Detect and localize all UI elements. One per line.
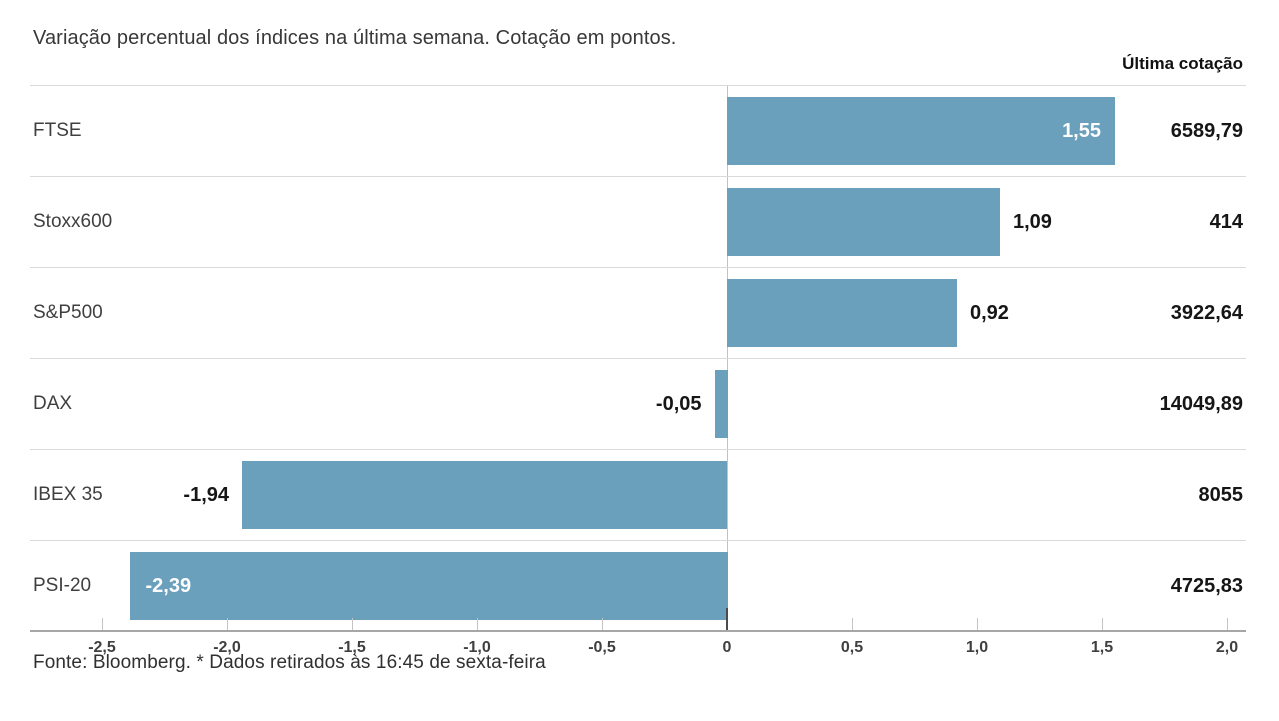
value-bar — [727, 279, 957, 347]
x-axis-tick-label: 0,5 — [840, 639, 864, 656]
x-axis-tick-label: -1,0 — [463, 639, 491, 656]
x-axis-tick — [477, 618, 478, 630]
x-axis-tick — [852, 618, 853, 630]
value-label: 0,92 — [970, 302, 1009, 324]
value-label: 1,55 — [1062, 120, 1101, 142]
last-quote-value: 3922,64 — [1170, 302, 1243, 324]
value-label: -2,39 — [145, 575, 192, 597]
value-bar — [727, 97, 1115, 165]
x-axis-zero-tick — [726, 608, 728, 630]
x-axis-tick-label: 2,0 — [1215, 639, 1239, 656]
value-bar — [242, 461, 727, 529]
index-label: Stoxx600 — [33, 211, 113, 232]
last-quote-value: 8055 — [1198, 484, 1244, 506]
value-label: -0,05 — [655, 393, 702, 415]
chart-title: Variação percentual dos índices na últim… — [33, 27, 677, 49]
source-note: Fonte: Bloomberg. * Dados retirados às 1… — [33, 652, 546, 673]
chart-row: DAX -0,05 14049,89 — [30, 358, 1246, 449]
x-axis-tick-label: -2,0 — [213, 639, 241, 656]
chart-row: FTSE 1,55 6589,79 — [30, 85, 1246, 176]
value-bar — [714, 370, 728, 438]
index-label: IBEX 35 — [33, 484, 103, 505]
index-label: FTSE — [33, 120, 82, 141]
last-quote-value: 6589,79 — [1170, 120, 1243, 142]
index-label: DAX — [33, 393, 73, 414]
value-label: -1,94 — [183, 484, 229, 506]
chart-row: S&P500 0,92 3922,64 — [30, 267, 1246, 358]
index-label: PSI-20 — [33, 575, 92, 596]
x-axis-tick — [102, 618, 103, 630]
x-axis-tick-label: 1,0 — [965, 639, 989, 656]
x-axis-tick — [602, 618, 603, 630]
x-axis-tick — [352, 618, 353, 630]
last-quote-value: 4725,83 — [1170, 575, 1243, 597]
index-label: S&P500 — [33, 302, 103, 323]
x-axis-tick — [227, 618, 228, 630]
x-axis-tick-label: 0 — [722, 639, 732, 656]
x-axis-line — [30, 630, 1246, 632]
chart-row: Stoxx600 1,09 414 — [30, 176, 1246, 267]
value-bar — [727, 188, 1000, 256]
x-axis-tick-label: -1,5 — [338, 639, 366, 656]
last-quote-value: 414 — [1209, 211, 1243, 233]
last-quote-column-header: Última cotação — [1122, 54, 1243, 73]
x-axis-tick — [977, 618, 978, 630]
chart-row: PSI-20 -2,39 4725,83 — [30, 540, 1246, 631]
x-axis-tick-label: 1,5 — [1090, 639, 1114, 656]
last-quote-value: 14049,89 — [1159, 393, 1243, 415]
x-axis-tick-label: -2,5 — [88, 639, 116, 656]
value-bar — [129, 552, 728, 620]
x-axis-tick — [1227, 618, 1228, 630]
value-label: 1,09 — [1013, 211, 1052, 233]
x-axis-tick — [1102, 618, 1103, 630]
x-axis-tick-label: -0,5 — [588, 639, 616, 656]
chart-row: IBEX 35 -1,94 8055 — [30, 449, 1246, 540]
